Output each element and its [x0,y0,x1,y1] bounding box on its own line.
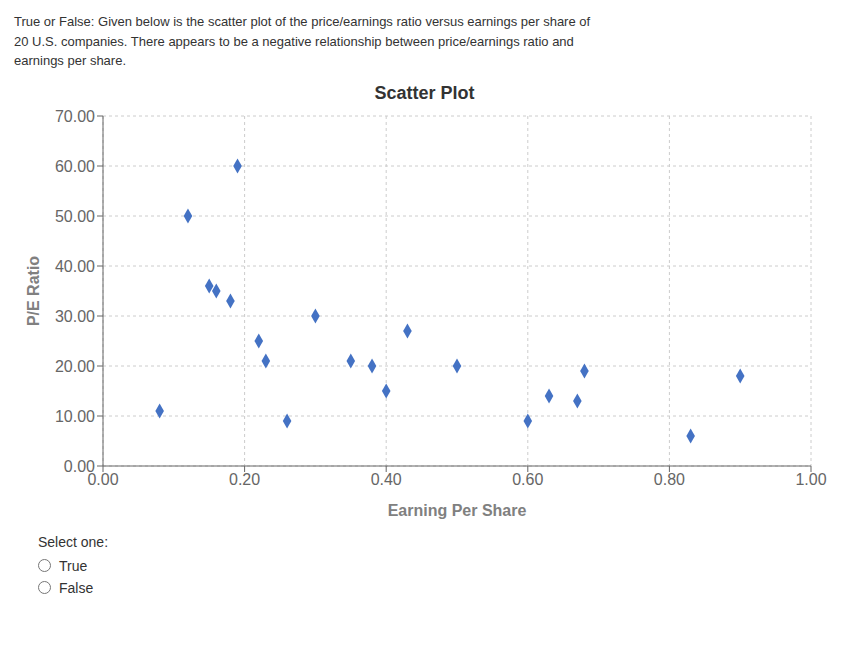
svg-text:Earning Per Share: Earning Per Share [388,502,527,519]
svg-text:0.00: 0.00 [64,457,95,474]
svg-text:60.00: 60.00 [55,157,95,174]
svg-text:0.60: 0.60 [512,471,543,488]
svg-text:0.20: 0.20 [229,471,260,488]
svg-text:0.80: 0.80 [654,471,685,488]
html-text:Scatter Plot: Scatter Plot [374,82,475,103]
svg-text:50.00: 50.00 [55,207,95,224]
svg-text:P/E Ratio: P/E Ratio [25,255,42,325]
html-text:True or False: Given below is: True or False: Given below is the scatte… [14,14,591,68]
svg-text:0.40: 0.40 [371,471,402,488]
html-text:False: False [59,579,94,596]
svg-text:20.00: 20.00 [55,357,95,374]
svg-text:70.00: 70.00 [55,107,95,124]
svg-text:0.00: 0.00 [87,470,119,488]
svg-text:30.00: 30.00 [55,307,95,324]
svg-text:40.00: 40.00 [55,257,95,274]
html-text:Select one:: Select one: [38,533,109,550]
html-text:True: True [59,557,88,574]
svg-text:1.00: 1.00 [795,471,826,488]
svg-text:10.00: 10.00 [55,407,95,424]
